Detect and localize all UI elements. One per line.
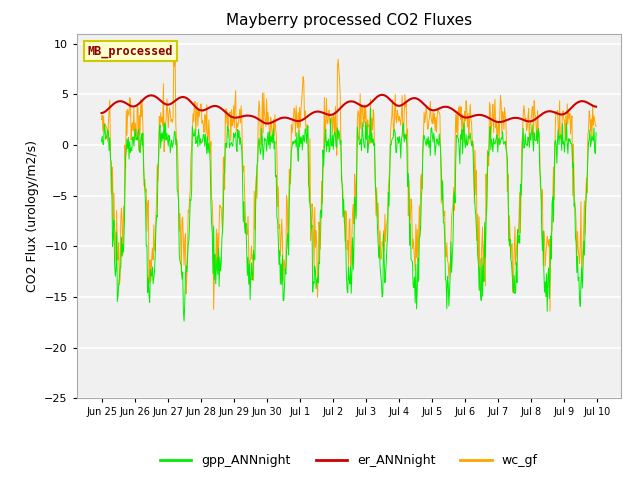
Text: MB_processed: MB_processed (88, 45, 173, 58)
Legend: gpp_ANNnight, er_ANNnight, wc_gf: gpp_ANNnight, er_ANNnight, wc_gf (155, 449, 543, 472)
Y-axis label: CO2 Flux (urology/m2/s): CO2 Flux (urology/m2/s) (26, 140, 38, 292)
Title: Mayberry processed CO2 Fluxes: Mayberry processed CO2 Fluxes (226, 13, 472, 28)
